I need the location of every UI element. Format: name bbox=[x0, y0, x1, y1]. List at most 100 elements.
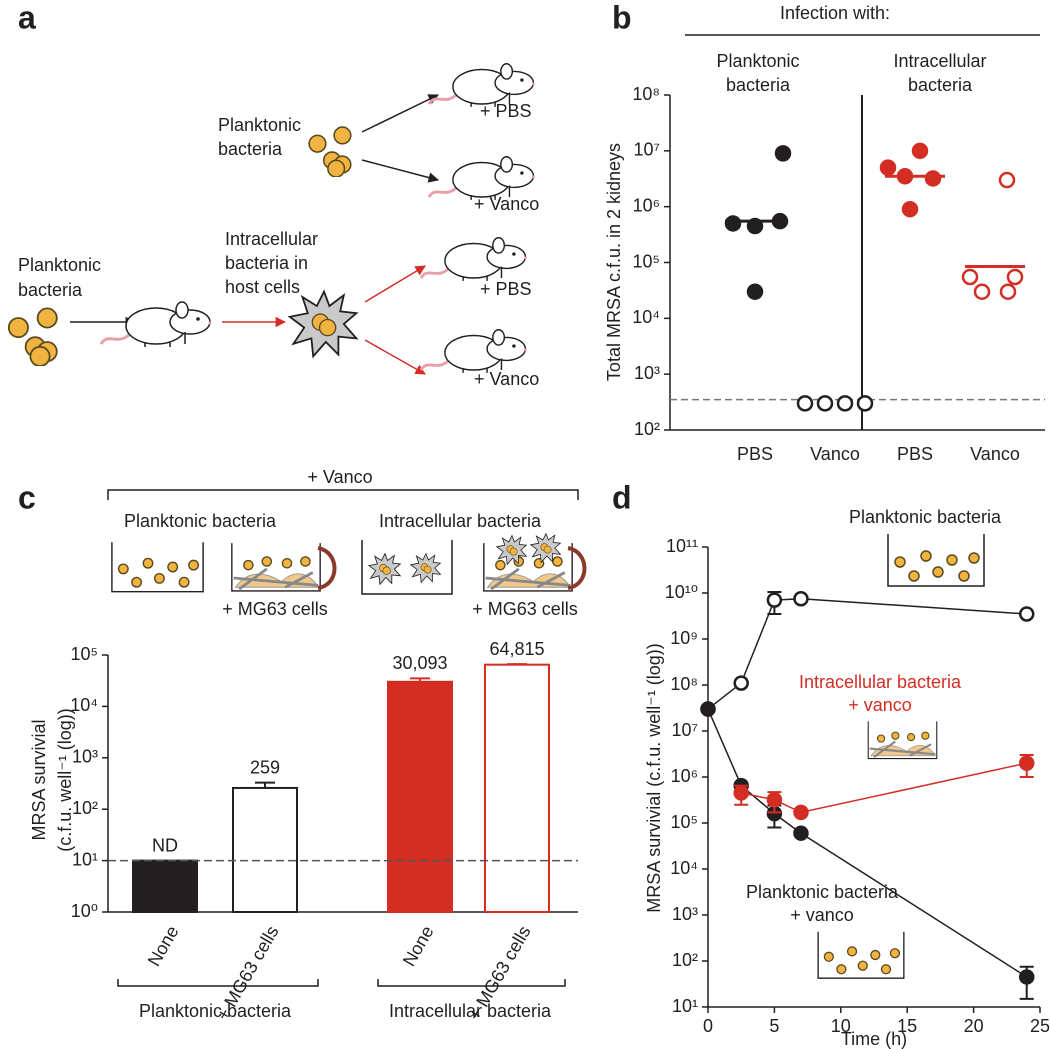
panel-label: a bbox=[18, 0, 36, 35]
well-icon bbox=[361, 540, 453, 595]
diagram-label: + PBS bbox=[480, 279, 532, 299]
y-axis-label: MRSA survivial bbox=[29, 719, 49, 840]
arrow bbox=[361, 94, 439, 133]
point bbox=[1018, 755, 1035, 771]
diagram-label: Planktonic bbox=[18, 255, 101, 275]
mouse-icon bbox=[100, 300, 213, 349]
group-label: Intracellular bacteria bbox=[389, 1001, 552, 1021]
point bbox=[961, 268, 979, 286]
panel-c-icons bbox=[111, 533, 587, 595]
icon-label: + MG63 cells bbox=[222, 599, 328, 619]
y-tick-label: 10⁴ bbox=[670, 858, 698, 878]
well-icon bbox=[230, 541, 322, 593]
point bbox=[1006, 268, 1024, 286]
point bbox=[973, 283, 991, 300]
y-axis-label: MRSA survivial (c.f.u. well⁻¹ (log)) bbox=[644, 643, 664, 913]
y-tick-label: 10⁶ bbox=[633, 195, 660, 215]
point bbox=[700, 701, 716, 717]
point bbox=[816, 395, 834, 412]
y-tick-label: 10⁵ bbox=[671, 812, 698, 832]
panel-label: d bbox=[612, 479, 632, 515]
y-tick-label: 10² bbox=[72, 798, 98, 818]
error-bar bbox=[255, 781, 275, 788]
y-tick-label: 10⁸ bbox=[670, 674, 698, 694]
annotation: Intracellular bacteria bbox=[799, 672, 962, 692]
diagram-label: bacteria in bbox=[225, 253, 308, 273]
header-bracket bbox=[107, 489, 579, 500]
group-label: Planktonic bacteria bbox=[124, 511, 277, 531]
icon-label: + MG63 cells bbox=[472, 599, 578, 619]
value-label: 30,093 bbox=[392, 653, 447, 673]
x-tick-label: 10 bbox=[831, 1016, 851, 1036]
well-icon bbox=[817, 930, 905, 980]
bar bbox=[484, 663, 550, 913]
diagram-label: Planktonic bbox=[218, 115, 301, 135]
y-tick-label: 10¹⁰ bbox=[665, 582, 698, 602]
diagram-label: bacteria bbox=[218, 139, 283, 159]
point bbox=[1018, 969, 1035, 985]
y-tick-label: 10⁵ bbox=[71, 644, 98, 664]
annotation: Planktonic bacteria bbox=[746, 882, 899, 902]
x-tick-label: None bbox=[144, 922, 183, 969]
group-bracket bbox=[117, 979, 319, 987]
point bbox=[793, 590, 809, 607]
x-tick-label: 25 bbox=[1030, 1016, 1050, 1036]
value-label: ND bbox=[152, 835, 178, 855]
error-bar bbox=[507, 663, 527, 666]
annotation: + vanco bbox=[790, 905, 854, 925]
arrow bbox=[361, 159, 440, 183]
x-tick-label: PBS bbox=[737, 444, 773, 464]
point bbox=[796, 395, 814, 412]
x-tick-label: PBS bbox=[897, 444, 933, 464]
group-bracket bbox=[377, 979, 566, 987]
y-tick-label: 10⁴ bbox=[632, 307, 660, 327]
well-icon bbox=[111, 541, 204, 593]
panel-label: b bbox=[612, 0, 632, 35]
y-tick-label: 10³ bbox=[634, 363, 660, 383]
point bbox=[911, 142, 929, 160]
value-label: 259 bbox=[250, 757, 280, 777]
host-cell-icon bbox=[410, 553, 441, 583]
y-tick-label: 10¹ bbox=[72, 849, 98, 869]
point bbox=[999, 283, 1017, 300]
bar bbox=[132, 859, 198, 913]
x-tick-label: 20 bbox=[964, 1016, 984, 1036]
point bbox=[836, 395, 854, 412]
bar bbox=[232, 786, 298, 914]
group-label: bacteria bbox=[726, 75, 791, 95]
y-tick-label: 10⁹ bbox=[670, 628, 698, 648]
header: Infection with: bbox=[780, 3, 890, 23]
bacteria-icon bbox=[308, 126, 352, 177]
group-label: bacteria bbox=[908, 75, 973, 95]
diagram: Planktonic bacteria + PBS + Vanco Plankt… bbox=[7, 62, 539, 389]
x-tick-label: Vanco bbox=[970, 444, 1020, 464]
arrow bbox=[317, 546, 337, 590]
y-tick-label: 10¹¹ bbox=[666, 536, 698, 556]
group-label: Planktonic bbox=[716, 51, 799, 71]
group-label: Planktonic bacteria bbox=[139, 1001, 292, 1021]
y-tick-label: 10² bbox=[634, 419, 660, 439]
bacteria-icon bbox=[7, 307, 58, 366]
y-tick-label: 10⁶ bbox=[671, 766, 698, 786]
group-label: Intracellular bacteria bbox=[379, 511, 542, 531]
diagram-label: + Vanco bbox=[474, 194, 539, 214]
point bbox=[724, 215, 742, 232]
diagram-label: + Vanco bbox=[474, 369, 539, 389]
diagram-label: + PBS bbox=[480, 101, 532, 121]
series-line bbox=[741, 762, 1027, 814]
diagram-label: Intracellular bbox=[225, 229, 318, 249]
y-tick-label: 10¹ bbox=[672, 996, 698, 1016]
point bbox=[774, 145, 792, 162]
header: + Vanco bbox=[307, 467, 372, 487]
point bbox=[998, 171, 1016, 189]
point bbox=[766, 592, 783, 608]
x-tick-label: None bbox=[399, 922, 438, 969]
point bbox=[879, 159, 897, 176]
value-label: 64,815 bbox=[489, 639, 544, 659]
point bbox=[766, 792, 783, 808]
point bbox=[1018, 606, 1035, 622]
x-tick-label: 5 bbox=[769, 1016, 779, 1036]
y-axis-label: Total MRSA c.f.u. in 2 kidneys bbox=[604, 143, 624, 381]
point bbox=[793, 825, 809, 841]
y-tick-label: 10² bbox=[672, 950, 698, 970]
